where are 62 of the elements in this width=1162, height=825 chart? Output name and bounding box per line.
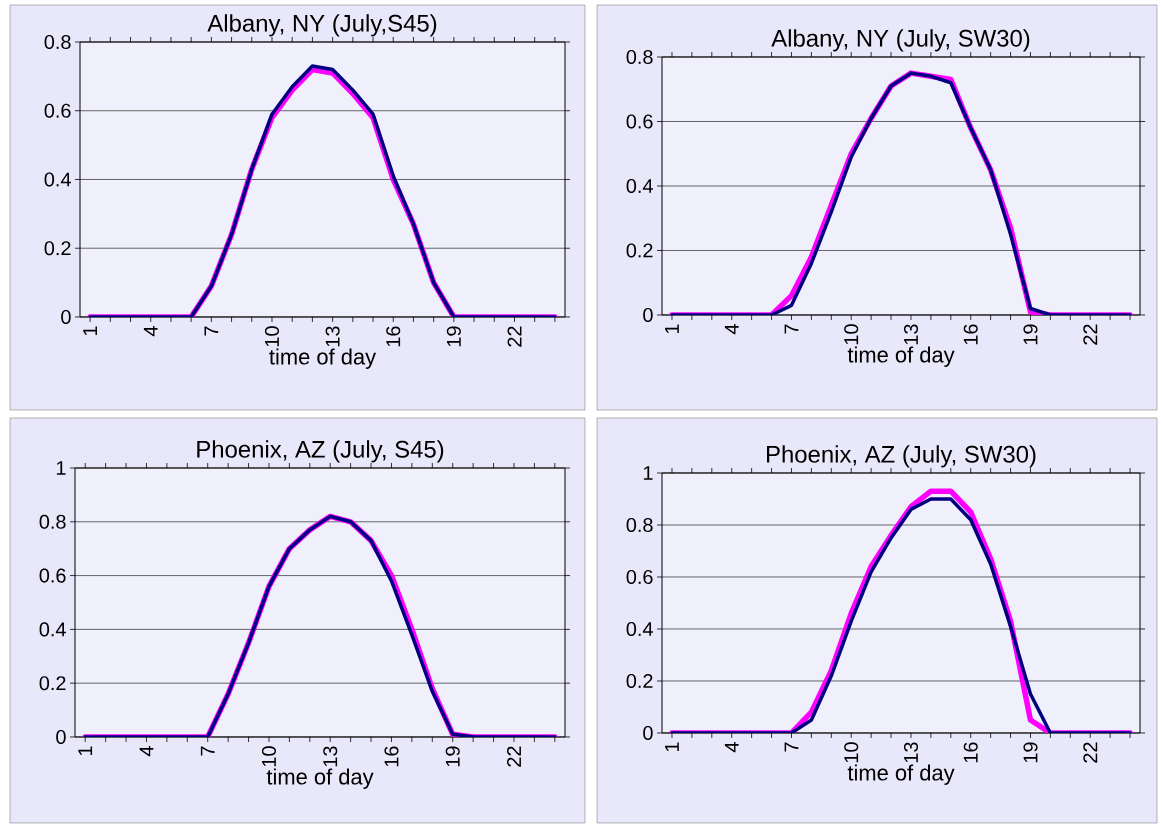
x-axis-title: time of day — [847, 764, 955, 785]
x-tick-label: 13 — [903, 742, 919, 763]
x-tick-label: 1 — [665, 324, 679, 334]
chart-title: Albany, NY (July,S45) — [207, 14, 437, 37]
x-tick-label: 19 — [1023, 324, 1038, 345]
y-tick-label: 0.6 — [626, 569, 653, 585]
x-tick-label: 4 — [724, 324, 739, 335]
y-tick-label: 0 — [56, 729, 66, 745]
x-tick-label: 10 — [261, 746, 277, 767]
y-tick-label: 0.6 — [626, 114, 653, 129]
x-tick-label: 4 — [724, 742, 739, 753]
x-tick-label: 16 — [384, 746, 399, 767]
y-tick-label: 0.2 — [44, 241, 71, 256]
y-tick-label: 0.8 — [626, 49, 653, 65]
x-tick-label: 13 — [323, 746, 338, 767]
x-tick-label: 10 — [844, 324, 859, 345]
y-tick-label: 0.8 — [44, 34, 71, 50]
x-tick-label: 22 — [507, 326, 522, 347]
x-tick-label: 7 — [200, 746, 215, 756]
y-tick-label: 0.4 — [626, 621, 653, 637]
chart-title: Phoenix, AZ (July, S45) — [197, 440, 444, 463]
x-axis-title: time of day — [847, 346, 955, 367]
y-tick-label: 0.8 — [626, 517, 653, 533]
y-tick-label: 0.8 — [39, 514, 66, 529]
x-tick-label: 7 — [784, 324, 799, 334]
x-tick-label: 4 — [139, 746, 154, 757]
x-tick-label: 13 — [903, 324, 919, 345]
x-tick-label: 4 — [143, 326, 158, 337]
x-tick-label: 1 — [83, 326, 97, 336]
y-tick-label: 1 — [643, 466, 653, 480]
chart-title: Albany, NY (July, SW30) — [771, 29, 1030, 52]
x-tick-label: 7 — [784, 742, 799, 752]
x-tick-label: 16 — [386, 326, 401, 347]
y-tick-label: 0.6 — [44, 103, 71, 118]
chart-title: Phoenix, AZ (July, SW30) — [767, 445, 1036, 468]
x-tick-label: 1 — [665, 742, 679, 752]
x-tick-label: 10 — [844, 742, 859, 763]
x-tick-label: 16 — [963, 324, 978, 345]
y-tick-label: 0 — [61, 309, 71, 325]
x-axis-title: time of day — [266, 768, 374, 789]
y-tick-label: 0.2 — [626, 243, 653, 258]
x-tick-label: 1 — [78, 746, 93, 756]
y-tick-label: 0 — [643, 307, 653, 323]
x-tick-label: 10 — [264, 326, 280, 347]
x-tick-label: 22 — [507, 746, 521, 767]
x-axis-title: time of day — [269, 348, 377, 369]
x-tick-label: 22 — [1083, 324, 1098, 345]
y-tick-label: 0.2 — [39, 676, 66, 691]
x-tick-label: 16 — [963, 742, 978, 763]
y-tick-label: 0.6 — [39, 568, 66, 583]
y-tick-label: 0.4 — [39, 622, 66, 637]
y-tick-label: 0.2 — [626, 673, 653, 689]
y-tick-label: 0 — [643, 725, 653, 741]
x-tick-label: 19 — [445, 746, 460, 767]
x-tick-label: 22 — [1083, 742, 1098, 763]
y-tick-label: 1 — [56, 461, 66, 475]
x-tick-label: 7 — [204, 326, 219, 336]
x-tick-label: 19 — [446, 326, 461, 347]
y-tick-label: 0.4 — [44, 172, 71, 187]
x-tick-label: 19 — [1023, 742, 1038, 763]
y-tick-label: 0.4 — [626, 178, 653, 194]
x-tick-label: 13 — [325, 326, 340, 347]
